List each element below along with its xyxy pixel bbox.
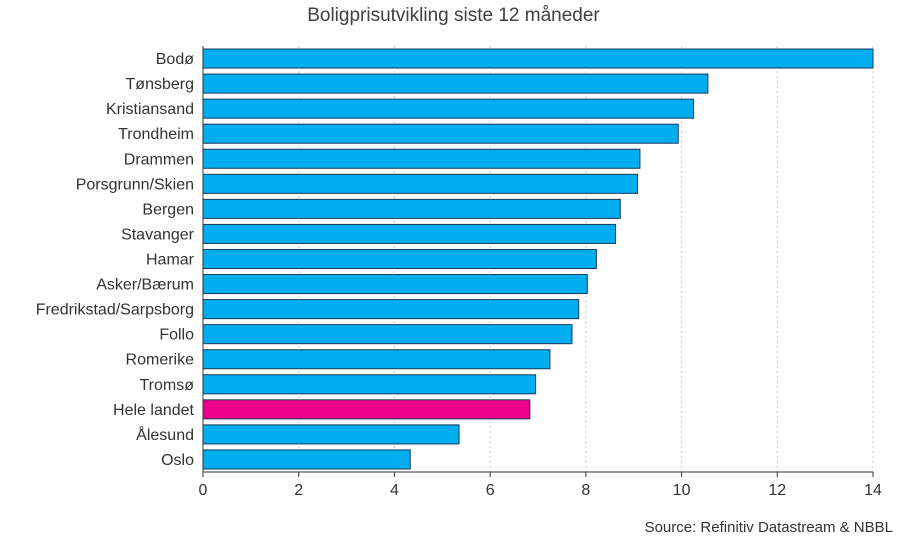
x-tick-label: 8 (581, 482, 590, 499)
bar (202, 98, 695, 119)
bar-highlight (202, 399, 531, 420)
category-label: Follo (159, 327, 194, 344)
x-tick-label: 6 (486, 482, 495, 499)
x-tick-labels: 0 2 4 6 8 10 12 14 (199, 482, 882, 499)
x-tick-label: 4 (390, 482, 399, 499)
category-label: Kristiansand (106, 101, 194, 118)
bar (202, 349, 551, 370)
category-label: Fredrikstad/Sarpsborg (36, 302, 194, 319)
category-label: Drammen (124, 151, 194, 168)
category-label: Bodø (156, 51, 194, 68)
bar (202, 173, 639, 194)
category-label: Hele landet (113, 402, 195, 419)
category-label: Stavanger (121, 226, 195, 243)
chart-title: Boligprisutvikling siste 12 måneder (307, 5, 600, 26)
bar (202, 48, 874, 69)
bar (202, 299, 580, 320)
category-label: Ålesund (136, 425, 194, 444)
x-tick-label: 12 (768, 482, 786, 499)
bar (202, 248, 597, 270)
bar (202, 148, 641, 169)
category-label: Hamar (146, 252, 195, 269)
bar (202, 374, 537, 395)
category-label: Tønsberg (126, 76, 194, 93)
x-tick-label: 0 (199, 482, 208, 499)
category-label: Tromsø (139, 377, 194, 394)
x-tick-label: 2 (294, 482, 303, 499)
axes (202, 46, 874, 477)
category-label: Oslo (161, 452, 194, 469)
bar (202, 198, 621, 219)
bar (202, 223, 617, 244)
bar (202, 424, 460, 445)
bar (202, 73, 709, 94)
category-labels: Bodø Tønsberg Kristiansand Trondheim Drammen… (36, 51, 195, 469)
x-tick-label: 14 (864, 482, 882, 499)
bars (202, 48, 874, 470)
category-label: Porsgrunn/Skien (76, 176, 194, 193)
category-label: Asker/Bærum (96, 277, 194, 294)
bar (202, 123, 679, 144)
category-label: Trondheim (118, 126, 194, 143)
x-tick-label: 10 (673, 482, 691, 499)
source-note: Source: Refinitiv Datastream & NBBL (644, 519, 893, 536)
bar (202, 449, 411, 470)
category-label: Bergen (142, 201, 194, 218)
bar (202, 324, 573, 345)
category-label: Romerike (126, 352, 195, 369)
bar (202, 274, 588, 295)
